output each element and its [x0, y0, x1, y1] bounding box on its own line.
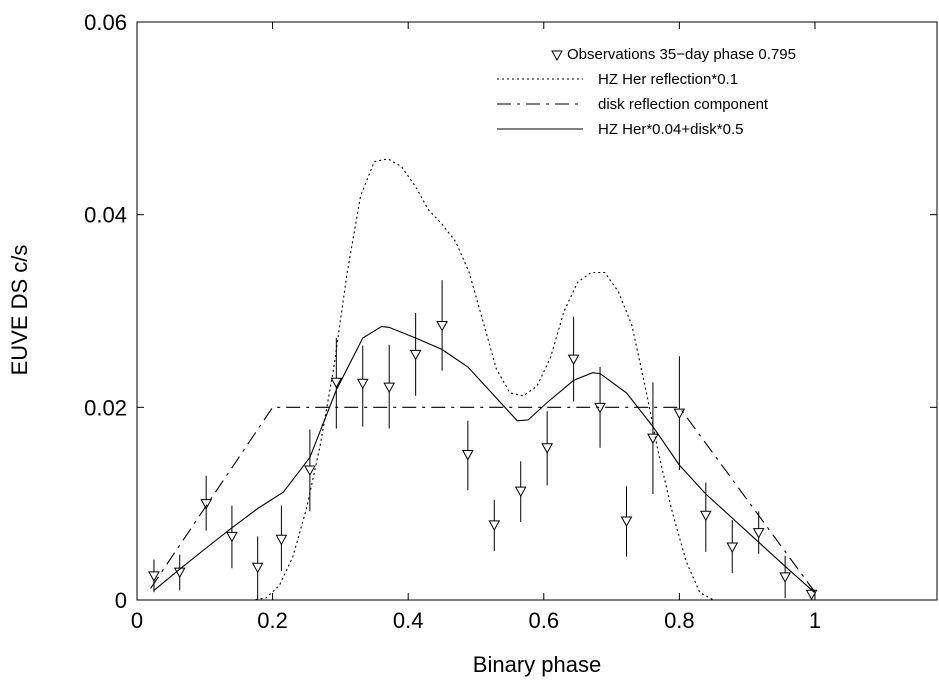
legend-entry-3: HZ Her*0.04+disk*0.5: [497, 121, 744, 138]
legend-label: HZ Her reflection*0.1: [598, 71, 738, 88]
x-axis-label: Binary phase: [473, 652, 601, 677]
triangle-down-marker: [275, 534, 288, 546]
y-tick-label: 0.04: [84, 203, 127, 228]
axes: 0 0.2 0.4 0.6 0.8 1 0 0.02 0.04 0.06: [84, 10, 938, 633]
data-point: [304, 429, 316, 512]
triangle-down-marker: [673, 408, 686, 420]
x-tick-label: 0.8: [664, 608, 695, 633]
y-tick-label: 0.02: [84, 395, 127, 420]
data-point: [330, 337, 343, 429]
data-point: [726, 520, 739, 574]
data-point: [275, 505, 288, 572]
series-line-3: [153, 325, 815, 593]
triangle-down-marker: [461, 450, 474, 461]
data-point: [647, 382, 659, 495]
triangle-down-marker: [647, 433, 659, 445]
triangle-down-marker: [620, 516, 633, 528]
triangle-down-marker: [173, 567, 186, 579]
triangle-down-marker: [383, 382, 396, 394]
x-tick-label: 0.2: [257, 608, 288, 633]
legend-marker-triangle-down-icon: [551, 50, 563, 62]
triangle-down-marker: [541, 443, 554, 454]
x-tick-label: 0.4: [393, 608, 424, 633]
y-axis-label: EUVE DS c/s: [7, 245, 32, 376]
data-point: [383, 344, 396, 429]
data-point: [436, 280, 448, 371]
triangle-down-marker: [356, 378, 369, 390]
data-point: [356, 345, 369, 427]
series-line-1: [150, 158, 815, 601]
data-point: [699, 482, 712, 552]
triangle-down-marker: [409, 349, 422, 361]
data-point: [779, 555, 791, 599]
data-point: [226, 505, 238, 569]
x-tick-label: 1: [809, 608, 821, 633]
data-point: [541, 411, 554, 486]
plot-series: [148, 158, 818, 601]
data-point: [461, 420, 474, 491]
triangle-down-marker: [514, 486, 527, 498]
triangle-down-marker: [726, 542, 739, 554]
triangle-down-marker: [251, 562, 264, 574]
triangle-down-marker: [752, 528, 765, 539]
legend-label: Observations 35−day phase 0.795: [567, 46, 796, 63]
legend-label: HZ Her*0.04+disk*0.5: [598, 121, 744, 138]
legend-entry-1: HZ Her reflection*0.1: [497, 71, 738, 88]
data-point: [620, 486, 633, 557]
triangle-down-marker: [567, 354, 580, 366]
legend: Observations 35−day phase 0.795 HZ Her re…: [497, 46, 796, 138]
triangle-down-marker: [226, 531, 238, 543]
legend-label: disk reflection component: [598, 96, 769, 113]
data-point: [173, 554, 186, 591]
data-point: [409, 312, 422, 396]
data-point: [752, 511, 765, 554]
plot-frame: [136, 21, 938, 601]
triangle-down-marker: [436, 320, 448, 332]
data-point: [567, 316, 580, 402]
data-point: [200, 475, 213, 531]
x-tick-label: 0.6: [528, 608, 559, 633]
triangle-down-marker: [304, 465, 316, 476]
data-point: [673, 356, 686, 470]
triangle-down-marker: [779, 572, 791, 583]
data-point: [488, 499, 501, 551]
triangle-down-marker: [488, 520, 501, 531]
data-point: [514, 461, 527, 522]
triangle-down-marker: [330, 377, 343, 389]
triangle-down-marker: [200, 499, 213, 510]
data-point: [251, 536, 264, 600]
triangle-down-marker: [148, 571, 160, 582]
x-tick-label: 0: [131, 608, 143, 633]
legend-entry-0: Observations 35−day phase 0.795: [551, 46, 796, 63]
triangle-down-marker: [699, 510, 712, 522]
series-line-2: [150, 406, 816, 593]
y-tick-label: 0: [115, 588, 127, 613]
legend-entry-2: disk reflection component: [497, 96, 769, 113]
data-point: [148, 559, 160, 593]
y-tick-label: 0.06: [84, 10, 127, 35]
